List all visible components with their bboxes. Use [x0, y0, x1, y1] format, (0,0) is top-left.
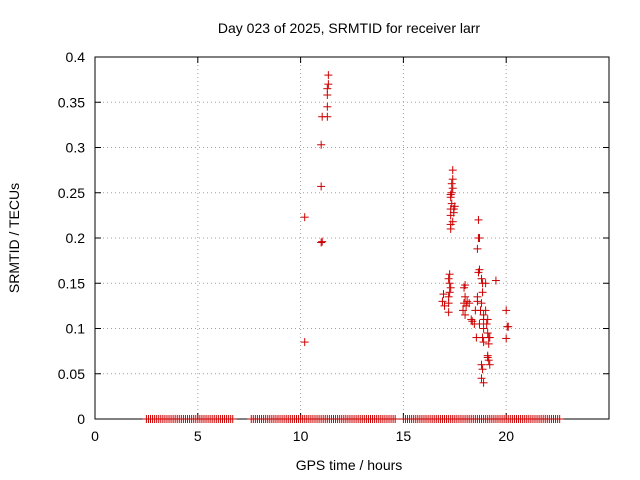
data-point — [300, 338, 309, 347]
data-point — [317, 238, 326, 247]
data-point — [444, 274, 453, 283]
data-point — [323, 84, 332, 93]
data-point — [459, 306, 468, 315]
data-point — [483, 315, 492, 324]
data-point — [450, 202, 459, 211]
data-point — [445, 270, 454, 279]
x-tick-label: 15 — [396, 428, 412, 444]
data-point — [323, 112, 332, 121]
y-tick-label: 0.25 — [58, 185, 85, 201]
data-point — [485, 360, 494, 369]
data-points — [142, 71, 564, 423]
data-point — [448, 166, 457, 175]
data-point — [477, 374, 486, 383]
data-point — [391, 415, 400, 423]
y-tick-label: 0.3 — [66, 140, 86, 156]
data-point — [447, 188, 456, 197]
data-point — [449, 208, 458, 217]
y-tick-label: 0.35 — [58, 94, 85, 110]
data-point — [479, 324, 488, 333]
data-point — [484, 339, 493, 348]
data-point — [478, 288, 487, 297]
data-point — [467, 315, 476, 324]
y-tick-label: 0.05 — [58, 366, 85, 382]
data-point — [445, 279, 454, 288]
data-point — [438, 297, 447, 306]
data-point — [478, 365, 487, 374]
data-point — [300, 213, 309, 222]
data-point — [324, 80, 333, 89]
data-point — [445, 288, 454, 297]
y-tick-label: 0.4 — [66, 49, 86, 65]
data-point — [324, 71, 333, 80]
data-point — [461, 310, 470, 319]
x-tick-label: 0 — [91, 428, 99, 444]
y-tick-label: 0.2 — [66, 230, 86, 246]
x-tick-label: 20 — [498, 428, 514, 444]
data-point — [448, 175, 457, 184]
data-point — [465, 299, 474, 308]
data-point — [475, 265, 484, 274]
data-point — [446, 190, 455, 199]
x-tick-label: 5 — [194, 428, 202, 444]
data-point — [477, 360, 486, 369]
data-point — [318, 237, 327, 246]
data-point — [477, 274, 486, 283]
data-point — [461, 292, 470, 301]
data-point — [504, 322, 513, 331]
data-point — [481, 306, 490, 315]
data-point — [323, 102, 332, 111]
data-point — [502, 334, 511, 343]
data-point — [485, 333, 494, 342]
data-point — [447, 179, 456, 188]
y-tick-label: 0 — [77, 411, 85, 427]
data-point — [479, 310, 488, 319]
data-point — [473, 292, 482, 301]
y-axis-label: SRMTID / TECUs — [6, 183, 22, 293]
data-point — [475, 319, 484, 328]
data-point — [444, 308, 453, 317]
axis-ticks: 0 0.05 0.1 0.15 0.2 0.25 0.3 0.35 0.4 0 5 10 15 20 — [58, 49, 609, 444]
y-tick-label: 0.1 — [66, 321, 86, 337]
data-point — [474, 215, 483, 224]
data-point — [446, 283, 455, 292]
data-point — [477, 299, 486, 308]
data-point — [317, 182, 326, 191]
data-point — [502, 306, 511, 315]
data-point — [479, 378, 488, 387]
data-point — [463, 297, 472, 306]
data-point — [439, 290, 448, 299]
data-point — [473, 244, 482, 253]
data-point — [228, 415, 237, 423]
data-point — [440, 301, 449, 310]
data-point — [475, 234, 484, 242]
x-tick-label: 10 — [293, 428, 309, 444]
data-point — [448, 184, 457, 193]
data-point — [461, 281, 470, 290]
data-point — [484, 356, 493, 365]
data-point — [555, 415, 564, 423]
data-point — [491, 276, 500, 285]
y-tick-label: 0.15 — [58, 275, 85, 291]
data-point — [483, 329, 492, 338]
data-point — [482, 319, 491, 328]
grid — [95, 57, 609, 419]
data-point — [479, 338, 488, 347]
data-point — [317, 140, 326, 149]
data-point — [481, 279, 490, 288]
data-point — [444, 292, 453, 301]
data-point — [448, 217, 457, 226]
chart-title: Day 023 of 2025, SRMTID for receiver lar… — [218, 20, 481, 36]
x-axis-label: GPS time / hours — [296, 457, 403, 473]
